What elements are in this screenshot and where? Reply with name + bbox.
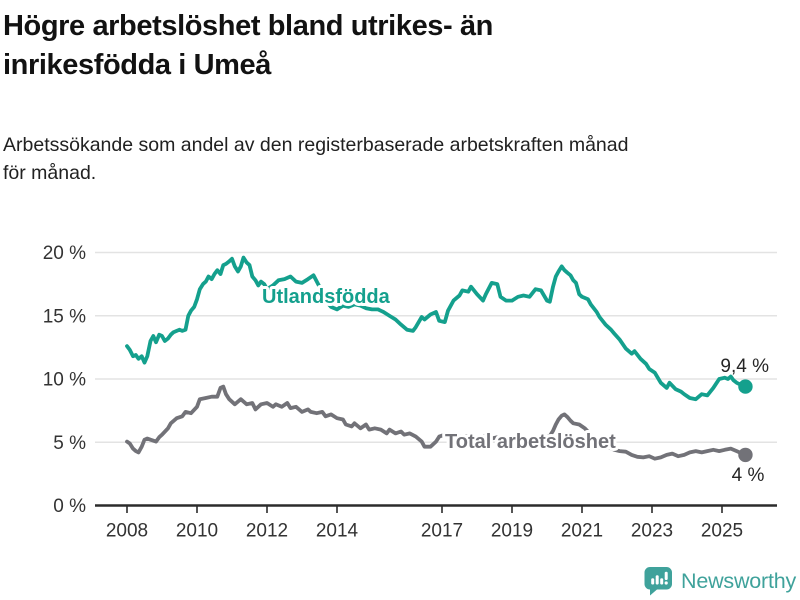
bar-chart-glyph — [651, 571, 668, 585]
x-tick-label: 2010 — [176, 521, 218, 542]
x-tick-label: 2025 — [701, 521, 743, 542]
x-tick-label: 2017 — [421, 521, 463, 542]
newsworthy-logo-icon — [644, 567, 672, 596]
x-tick-label: 2014 — [316, 521, 359, 542]
page-title: Högre arbetslöshet bland utrikes- än inr… — [3, 7, 493, 85]
series-label-total: Total arbetslöshet — [445, 431, 616, 453]
series-label-utlandsfodda: Utlandsfödda — [262, 286, 391, 308]
subtitle-line-2: för månad. — [3, 162, 97, 184]
series-end-dot — [738, 447, 753, 463]
x-tick-label: 2021 — [561, 521, 603, 542]
series-end-value-label: 9,4 % — [720, 356, 769, 377]
x-tick-label: 2008 — [106, 521, 148, 542]
title-line-2: inrikesfödda i Umeå — [3, 49, 271, 81]
y-tick-label: 15 % — [43, 306, 86, 327]
series-line-total — [125, 384, 748, 461]
chart-subtitle: Arbetssökande som andel av den registerb… — [3, 131, 628, 187]
x-tick-label: 2023 — [631, 521, 673, 542]
newsworthy-wordmark: Newsworthy — [681, 568, 797, 593]
y-tick-label: 20 % — [43, 243, 86, 264]
title-line-1: Högre arbetslöshet bland utrikes- än — [3, 10, 493, 42]
series-line-utlandsfodda — [125, 255, 748, 402]
y-tick-label: 10 % — [43, 370, 86, 391]
x-tick-label: 2012 — [246, 521, 288, 542]
y-tick-label: 5 % — [53, 433, 86, 454]
subtitle-line-1: Arbetssökande som andel av den registerb… — [3, 134, 629, 156]
x-tick-label: 2019 — [491, 521, 533, 542]
series-end-dot — [738, 379, 753, 394]
y-tick-label: 0 % — [53, 496, 86, 517]
newsworthy-logo: Newsworthy — [644, 566, 796, 596]
series-end-value-label: 4 % — [732, 465, 765, 486]
